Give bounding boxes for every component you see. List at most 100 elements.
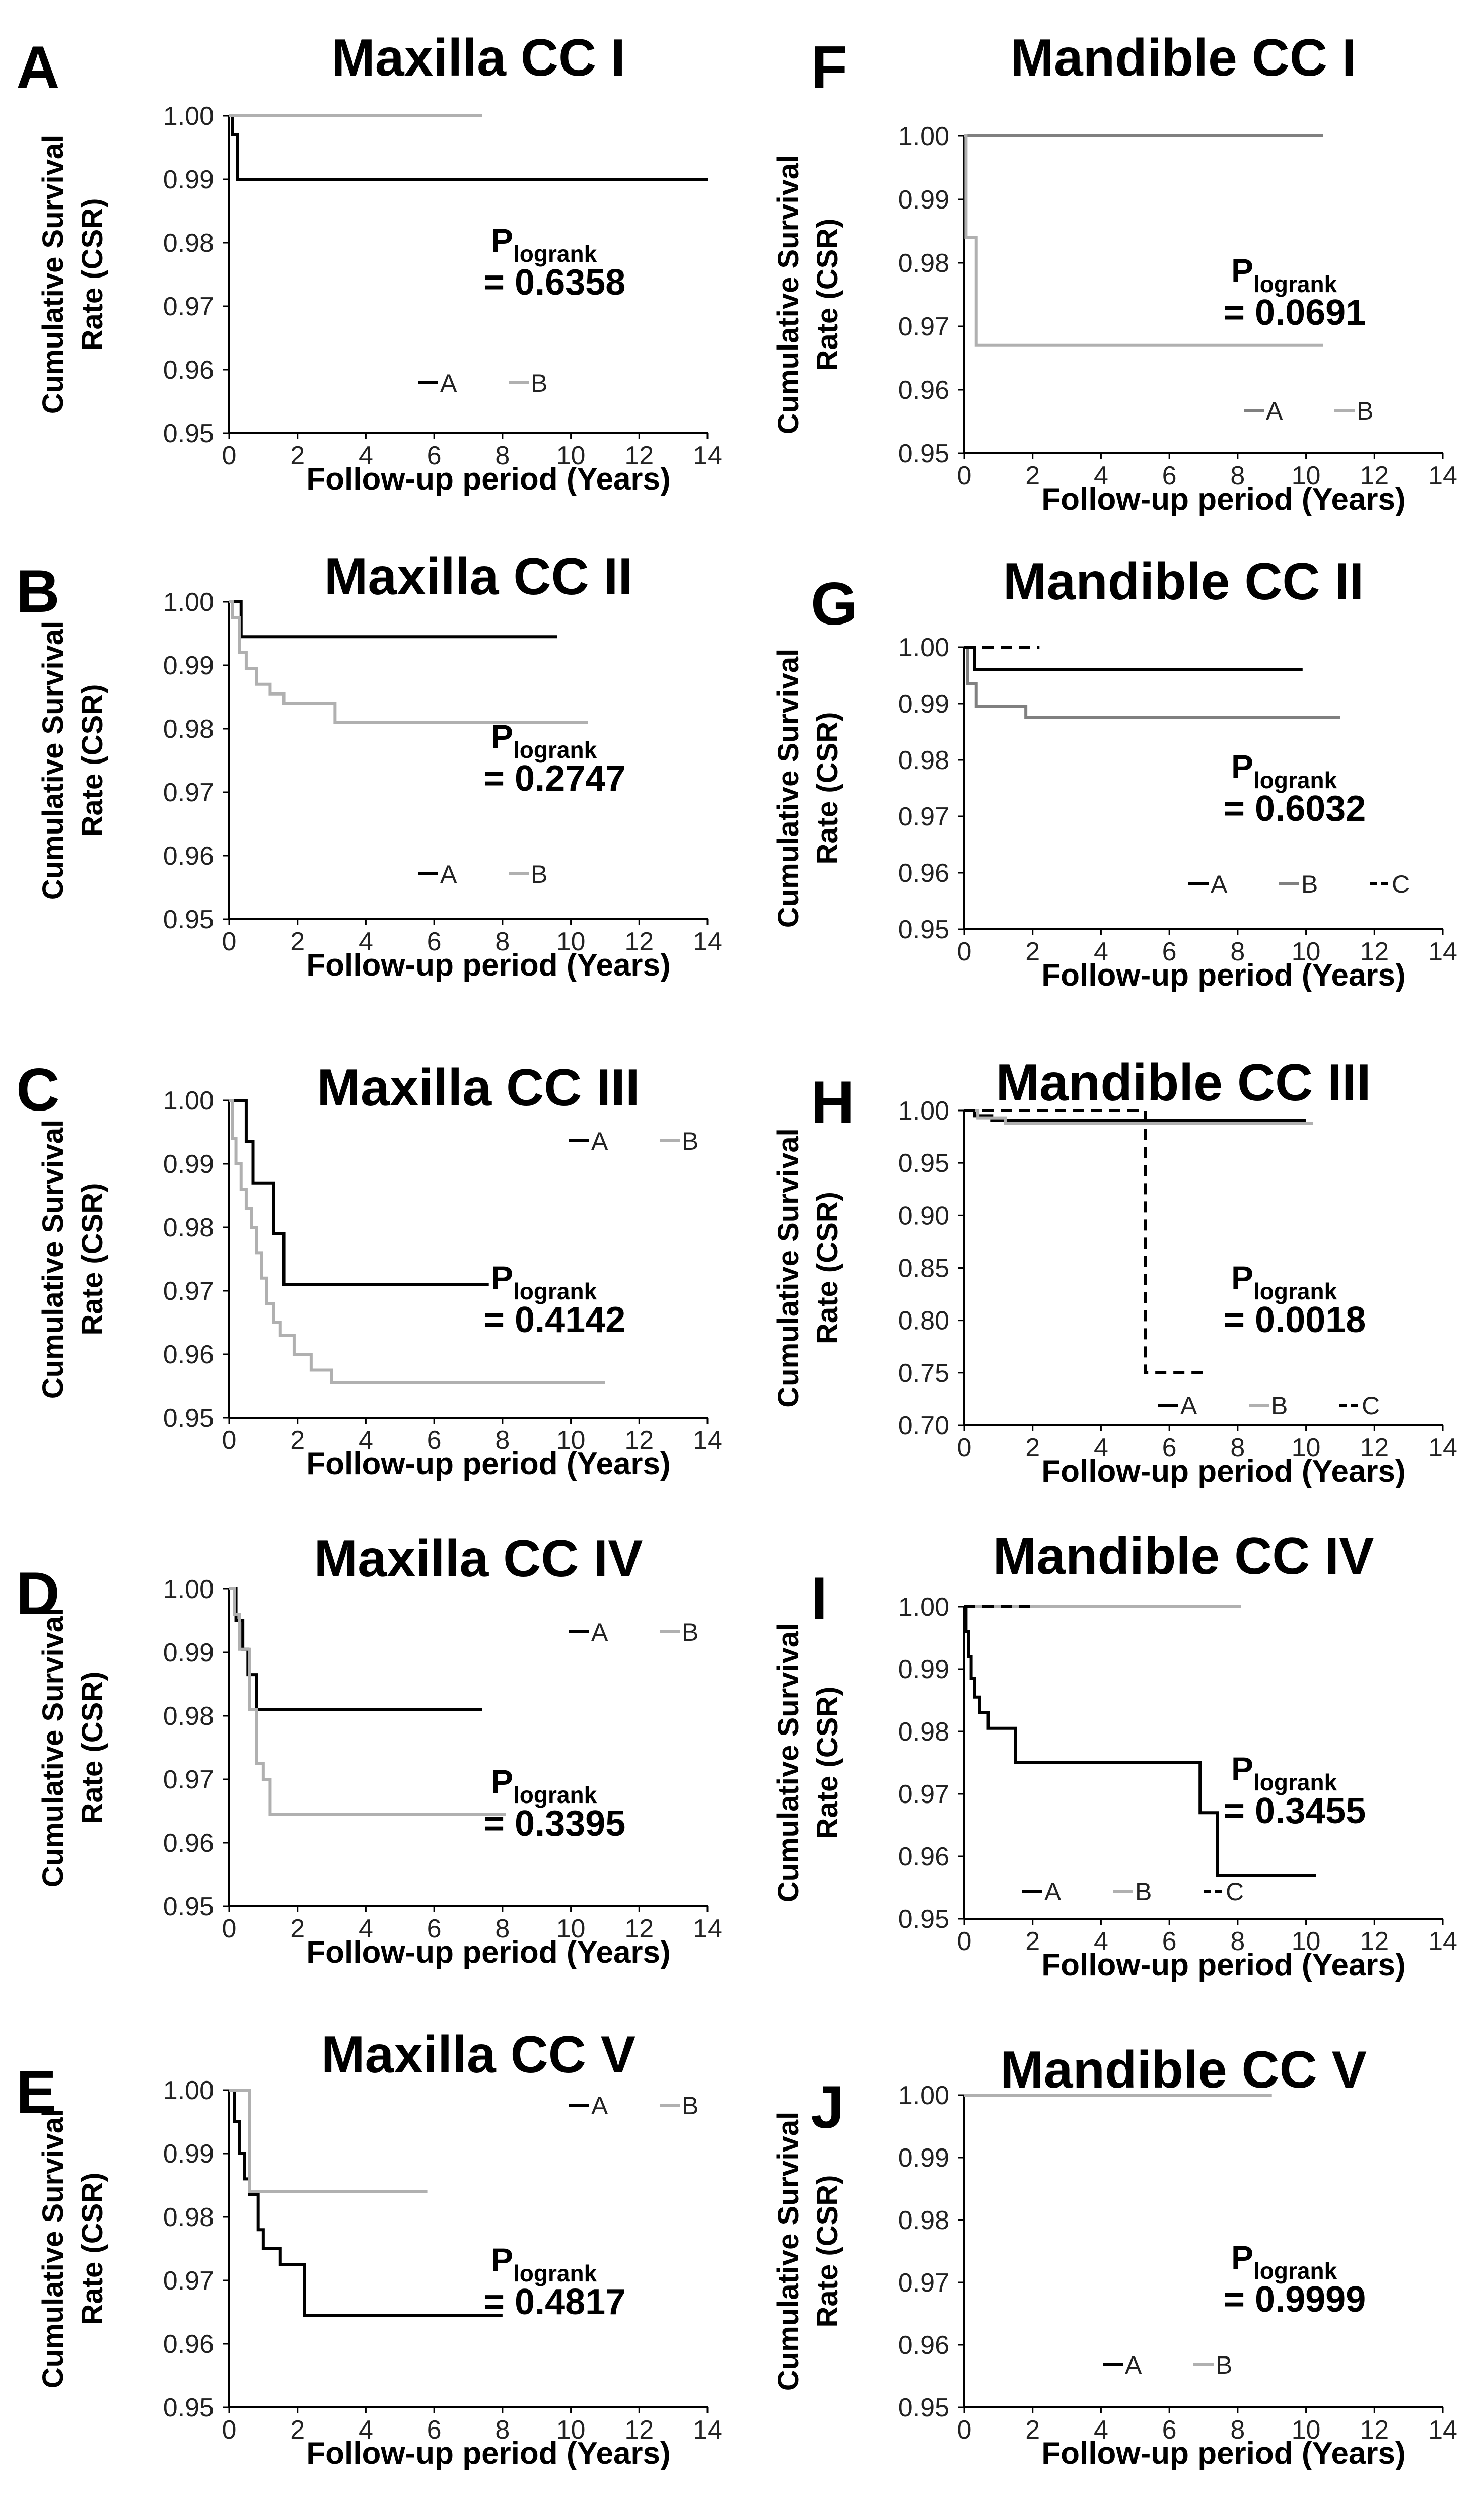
p-subscript: logrank bbox=[1253, 1769, 1337, 1795]
y-axis-label-line1: Cumulative Survival bbox=[772, 1623, 805, 1902]
x-tick-label: 6 bbox=[1162, 2415, 1177, 2445]
x-tick-label: 4 bbox=[359, 1914, 373, 1944]
x-tick-label: 2 bbox=[290, 927, 305, 956]
series-A-line bbox=[229, 114, 708, 181]
y-tick-label: 0.95 bbox=[163, 419, 214, 448]
x-tick-label: 4 bbox=[1094, 1927, 1108, 1956]
x-tick-label: 8 bbox=[495, 1914, 510, 1944]
panel-title: Mandible CC III bbox=[996, 1054, 1371, 1112]
p-letter: P bbox=[491, 718, 513, 755]
y-axis-label-line2: Rate (CSR) bbox=[811, 219, 844, 371]
y-tick-label: 0.98 bbox=[163, 1702, 214, 1731]
y-tick-label: 1.00 bbox=[898, 1592, 949, 1622]
x-tick-label: 12 bbox=[624, 1914, 654, 1944]
x-tick-label: 10 bbox=[556, 927, 586, 956]
y-tick-label: 1.00 bbox=[898, 633, 949, 662]
x-tick-label: 14 bbox=[1428, 937, 1457, 966]
y-tick-label: 0.98 bbox=[898, 249, 949, 278]
y-tick-label: 1.00 bbox=[163, 588, 214, 617]
y-axis-label: Cumulative Survival Rate (CSR) bbox=[772, 155, 844, 434]
p-logrank-annotation: Plogrank= 0.4142 bbox=[483, 1259, 625, 1340]
x-tick-label: 8 bbox=[1230, 461, 1245, 491]
x-tick-label: 4 bbox=[1094, 1433, 1108, 1463]
x-tick-label: 2 bbox=[1025, 1433, 1040, 1463]
panel-maxilla-cc3: C Maxilla CC III 0.95 0.96 0.97 0.98 0.99 1.00 0… bbox=[16, 1056, 722, 1481]
x-tick-label: 4 bbox=[1094, 937, 1108, 966]
legend-label-A: A bbox=[1125, 2351, 1142, 2379]
x-tick-label: 12 bbox=[1360, 1927, 1389, 1956]
p-letter: P bbox=[1231, 1750, 1253, 1787]
p-logrank-annotation: Plogrank= 0.2747 bbox=[483, 718, 625, 799]
series-A-line bbox=[964, 1605, 1316, 1877]
y-tick-label: 0.98 bbox=[898, 2206, 949, 2235]
x-tick-label: 8 bbox=[495, 441, 510, 470]
x-tick-label: 12 bbox=[1360, 937, 1389, 966]
x-tick-label: 6 bbox=[427, 2415, 442, 2445]
y-axis-label-line2: Rate (CSR) bbox=[76, 1672, 109, 1824]
x-tick-label: 14 bbox=[693, 927, 722, 956]
x-tick-label: 0 bbox=[222, 1426, 237, 1455]
p-value: = 0.4817 bbox=[483, 2282, 625, 2322]
y-tick-label: 0.95 bbox=[898, 2393, 949, 2422]
panel-title: Maxilla CC IV bbox=[314, 1530, 643, 1588]
y-axis-label-line1: Cumulative Survival bbox=[37, 1608, 69, 1887]
y-tick-label: 0.95 bbox=[898, 439, 949, 468]
x-tick-label: 10 bbox=[556, 2415, 586, 2445]
p-logrank-annotation: Plogrank= 0.6032 bbox=[1224, 748, 1366, 829]
x-tick-label: 0 bbox=[222, 441, 237, 470]
p-label: Plogrank bbox=[491, 1763, 597, 1808]
y-tick-label: 1.00 bbox=[163, 1086, 214, 1116]
p-logrank-annotation: Plogrank= 0.0018 bbox=[1224, 1259, 1366, 1340]
y-axis-label: Cumulative Survival Rate (CSR) bbox=[772, 1128, 844, 1407]
x-tick-label: 4 bbox=[359, 1426, 373, 1455]
panel-letter: E bbox=[16, 2058, 56, 2126]
y-tick-label: 0.70 bbox=[898, 1411, 949, 1440]
x-tick-label: 6 bbox=[1162, 937, 1177, 966]
x-tick-label: 6 bbox=[427, 927, 442, 956]
y-tick-label: 0.95 bbox=[163, 1404, 214, 1433]
y-tick-label: 1.00 bbox=[163, 102, 214, 131]
y-tick-label: 0.96 bbox=[163, 1340, 214, 1369]
x-tick-label: 2 bbox=[1025, 1927, 1040, 1956]
legend-label-B: B bbox=[682, 1618, 698, 1646]
y-axis-label-line2: Rate (CSR) bbox=[811, 1687, 844, 1839]
x-tick-label: 6 bbox=[427, 441, 442, 470]
y-tick-label: 0.95 bbox=[163, 1892, 214, 1921]
x-tick-label: 0 bbox=[957, 461, 972, 491]
p-label: Plogrank bbox=[491, 718, 597, 763]
series-B-line bbox=[229, 1099, 605, 1384]
panel-mandible-cc2: G Mandible CC II 0.95 0.96 0.97 0.98 0.99 1.00 0… bbox=[772, 552, 1457, 993]
y-tick-label: 0.95 bbox=[163, 905, 214, 934]
y-tick-label: 0.95 bbox=[163, 2393, 214, 2422]
x-axis-label: Follow-up period (Years) bbox=[306, 948, 670, 983]
y-tick-label: 0.98 bbox=[898, 746, 949, 775]
legend-label-A: A bbox=[591, 1127, 608, 1155]
x-axis-label: Follow-up period (Years) bbox=[306, 2436, 670, 2471]
y-axis-label: Cumulative Survival Rate (CSR) bbox=[37, 2109, 109, 2388]
legend-label-B: B bbox=[1271, 1392, 1288, 1420]
p-label: Plogrank bbox=[1231, 748, 1337, 793]
y-tick-label: 1.00 bbox=[898, 122, 949, 151]
panel-letter: I bbox=[811, 1565, 827, 1632]
y-tick-label: 0.98 bbox=[163, 715, 214, 744]
x-axis-label: Follow-up period (Years) bbox=[306, 1935, 670, 1970]
y-axis-label: Cumulative Survival Rate (CSR) bbox=[37, 135, 109, 414]
p-value: = 0.6358 bbox=[483, 262, 625, 303]
p-letter: P bbox=[1231, 2239, 1253, 2276]
y-tick-label: 0.98 bbox=[163, 1213, 214, 1242]
y-tick-label: 0.97 bbox=[163, 778, 214, 807]
p-letter: P bbox=[491, 2241, 513, 2278]
x-tick-label: 8 bbox=[495, 2415, 510, 2445]
p-value: = 0.0691 bbox=[1224, 293, 1366, 333]
series-A-line bbox=[964, 646, 1303, 671]
panel-mandible-cc5: J Mandible CC V 0.95 0.96 0.97 0.98 0.99 1.00 0 2… bbox=[772, 2041, 1457, 2471]
x-tick-label: 0 bbox=[957, 1927, 972, 1956]
legend-label-A: A bbox=[591, 2092, 608, 2120]
p-letter: P bbox=[1231, 1259, 1253, 1296]
legend-label-A: A bbox=[1266, 397, 1283, 425]
x-tick-label: 14 bbox=[693, 1914, 722, 1944]
